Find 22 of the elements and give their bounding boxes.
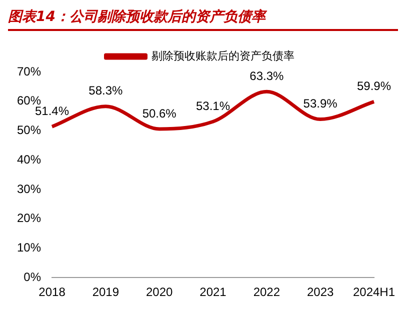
data-label: 50.6% [142,106,177,120]
x-tick-label: 2020 [146,285,174,300]
legend-label: 剔除预收账款后的资产负债率 [151,49,294,62]
chart-title: 图表14：公司剔除预收款后的资产负债率 [8,8,398,31]
x-tick-label: 2019 [92,285,120,300]
x-tick-label: 2023 [306,285,334,300]
y-tick-label: 40% [16,152,42,166]
y-tick-label: 10% [16,240,42,255]
data-label: 53.1% [196,98,230,113]
x-tick-label: 2022 [253,285,280,300]
data-label: 59.9% [356,78,392,93]
x-tick-label: 2018 [38,285,66,300]
y-tick-label: 50% [16,123,42,138]
data-label: 63.3% [250,68,284,83]
y-tick-label: 20% [16,211,42,226]
data-label: 53.9% [303,96,338,111]
x-tick-label: 2021 [200,285,227,300]
y-tick-label: 30% [16,182,42,196]
y-tick-label: 0% [24,270,42,284]
y-tick-label: 70% [16,64,42,78]
x-tick-label: 2024H1 [352,285,396,300]
data-label: 58.3% [88,84,124,98]
